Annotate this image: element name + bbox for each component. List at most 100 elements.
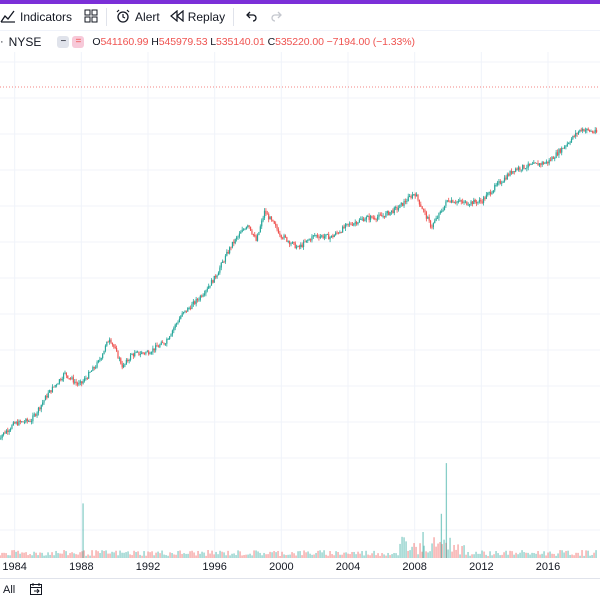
volume-bar [253,550,255,558]
exchange-name[interactable]: NYSE [8,35,42,49]
volume-bar [447,549,449,558]
volume-bar [295,555,297,558]
candle-body [143,353,146,354]
volume-bar [13,550,15,558]
candle-body [347,223,349,225]
volume-bar [469,555,471,558]
candle-body [508,174,510,176]
candle-body [388,211,390,216]
calendar-goto-icon[interactable] [29,582,43,599]
candle-body [171,330,174,335]
candle-body [37,407,40,413]
range-all-button[interactable]: All [3,584,16,596]
candle-body [555,152,557,158]
candle-body [142,352,144,354]
time-axis-label: 2012 [469,561,494,573]
redo-icon [270,10,284,25]
candle-body [96,362,98,368]
volume-bar [425,551,427,558]
candle-body [255,236,257,241]
candle-body [536,162,538,164]
replay-button[interactable]: Replay [169,4,225,30]
candle-body [495,184,497,186]
candle-body [150,352,153,354]
candle-body [429,220,432,228]
layout-button[interactable] [84,4,98,30]
candle-body [491,192,493,195]
candle-body [301,244,303,247]
time-axis[interactable]: 1984 1988 1992 1996 2000 2004 2008 2012 2016 [0,558,600,578]
volume-bar [51,552,53,558]
candle-body [499,181,501,184]
volume-bar [69,553,71,558]
volume-bar [581,550,583,558]
candle-body [283,235,285,239]
candle-body [36,412,38,416]
redo-button[interactable] [270,4,284,30]
volume-bar [473,554,475,558]
candle-body [492,190,494,193]
volume-bar [11,550,13,558]
candle-body [166,338,168,344]
candle-body [245,226,247,230]
volume-spike [82,503,84,558]
volume-bar [205,555,207,558]
candle-body [289,241,291,245]
volume-bar [15,551,17,558]
candle-body [265,210,267,214]
candle-body [357,222,359,225]
candle-body [256,234,259,241]
candle-body [58,379,60,384]
candle-body [565,145,567,147]
indicators-button[interactable]: Indicators [0,4,72,30]
candle-body [510,170,513,174]
candle-body [545,161,547,163]
candle-body [23,422,26,423]
candle-body [577,131,580,134]
candle-body [332,235,334,238]
candle-body [95,367,97,369]
low-value: 535140.01 [216,36,265,48]
candle-body [1,434,3,438]
volume-bar [93,555,95,558]
candle-body [522,164,524,170]
undo-button[interactable] [244,4,258,30]
volume-bar [589,555,591,558]
candle-body [18,420,20,426]
candle-body [162,342,164,344]
candle-body [174,324,176,328]
volume-bar [177,551,179,558]
volume-bar [279,555,281,558]
alert-button[interactable]: Alert [115,4,160,30]
price-chart[interactable] [0,52,600,558]
candle-body [399,204,401,209]
candle-body [145,352,147,354]
candle-body [209,285,211,287]
candle-body [541,162,543,165]
candle-body [374,217,376,220]
candle-body [294,242,296,249]
candle-body [146,351,148,353]
volume-bar [5,553,7,558]
close-value: 535220.00 [275,36,324,48]
candle-body [421,206,423,210]
candle-body [135,352,137,353]
candle-body [208,286,210,289]
settings-toggle[interactable]: = [72,36,85,48]
candle-body [400,202,402,205]
volume-bar [323,550,325,558]
candle-body [506,174,508,180]
candle-body [293,241,295,243]
candle-body [480,200,482,202]
candle-body [424,210,426,213]
candle-body [378,214,380,218]
volume-bar [303,550,305,558]
hide-series-toggle[interactable]: − [57,36,70,48]
volume-bar [27,555,29,558]
candle-body [275,223,277,226]
candle-body [118,358,120,360]
volume-bar [251,555,253,558]
candle-body [203,293,206,295]
candle-body [155,345,157,351]
volume-bar [155,552,157,558]
